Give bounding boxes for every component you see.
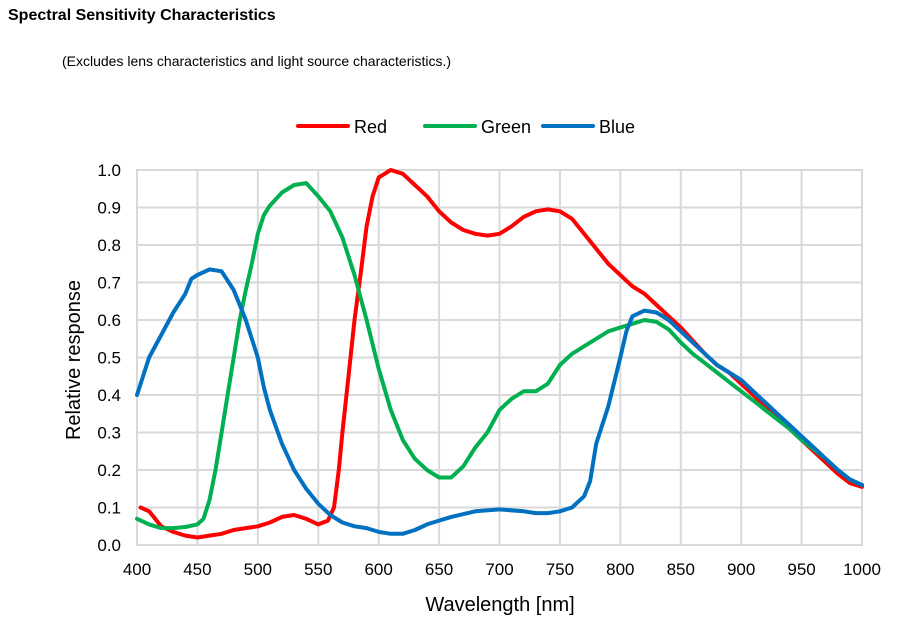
x-tick-label: 1000 <box>843 560 881 579</box>
y-tick-label: 0.6 <box>97 311 121 330</box>
x-tick-label: 900 <box>727 560 755 579</box>
x-tick-label: 500 <box>244 560 272 579</box>
x-tick-label: 850 <box>667 560 695 579</box>
x-tick-label: 800 <box>606 560 634 579</box>
x-tick-label: 700 <box>485 560 513 579</box>
legend-item-green: Green <box>423 117 531 137</box>
y-tick-label: 0.5 <box>97 349 121 368</box>
y-tick-label: 0.7 <box>97 274 121 293</box>
series-line-green <box>135 181 864 531</box>
x-tick-label: 550 <box>304 560 332 579</box>
legend-label: Green <box>481 117 531 137</box>
x-tick-label: 750 <box>546 560 574 579</box>
legend-label: Blue <box>599 117 635 137</box>
chart-title: Spectral Sensitivity Characteristics <box>8 7 276 24</box>
x-axis-label: Wavelength [nm] <box>425 594 574 616</box>
legend-item-blue: Blue <box>541 117 635 137</box>
y-tick-label: 0.0 <box>97 536 121 555</box>
x-tick-label: 400 <box>123 560 151 579</box>
y-tick-label: 0.2 <box>97 461 121 480</box>
series-line-blue <box>135 267 864 536</box>
y-tick-label: 0.4 <box>97 386 121 405</box>
x-tick-label: 600 <box>364 560 392 579</box>
legend-label: Red <box>354 117 387 137</box>
x-tick-label: 950 <box>787 560 815 579</box>
chart-subtitle: (Excludes lens characteristics and light… <box>62 53 452 69</box>
x-tick-label: 650 <box>425 560 453 579</box>
y-tick-label: 0.1 <box>97 499 121 518</box>
y-axis-label: Relative response <box>63 280 85 440</box>
y-tick-label: 0.9 <box>97 199 121 218</box>
x-tick-label: 450 <box>183 560 211 579</box>
y-tick-label: 0.3 <box>97 424 121 443</box>
y-tick-label: 0.8 <box>97 236 121 255</box>
legend-item-red: Red <box>296 117 387 137</box>
y-tick-label: 1.0 <box>97 161 121 180</box>
